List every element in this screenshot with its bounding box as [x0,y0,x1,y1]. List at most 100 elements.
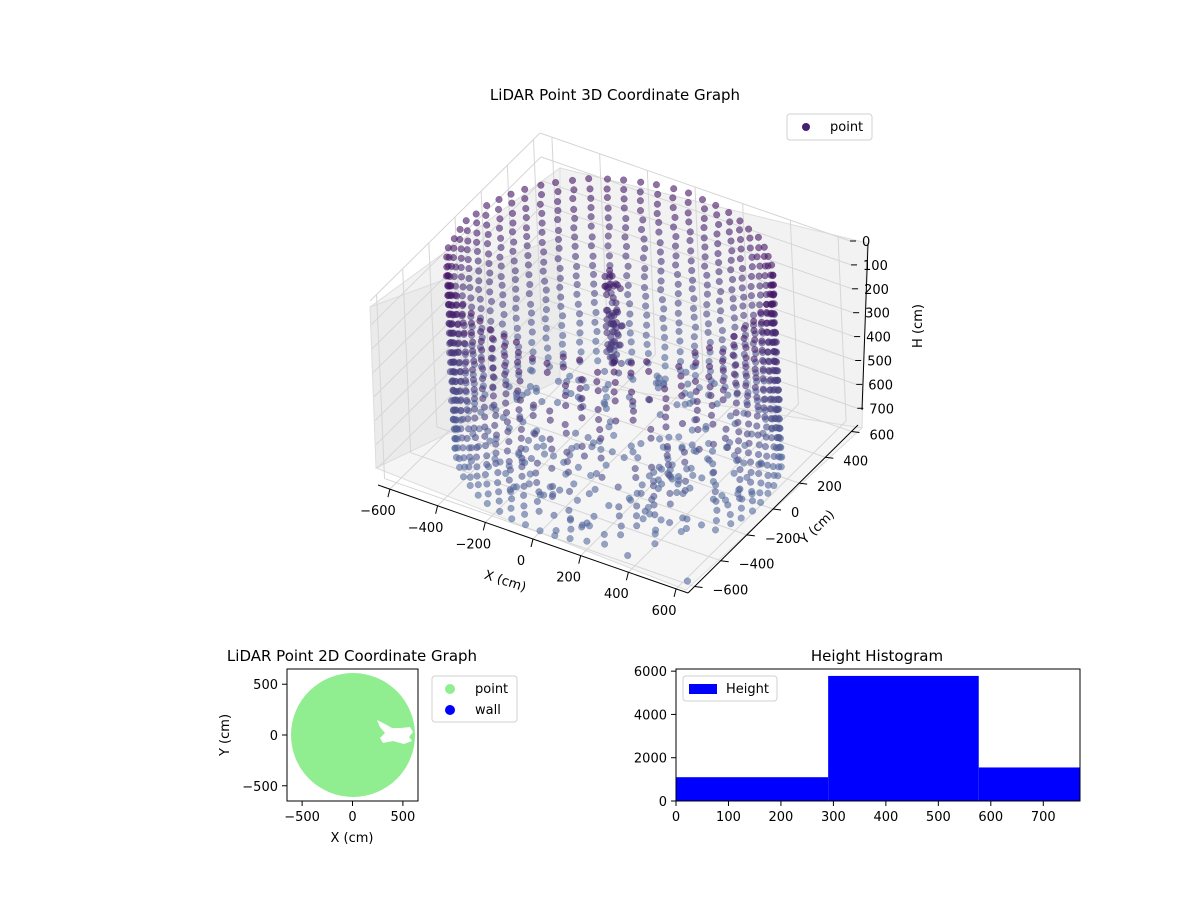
data-point [628,388,636,396]
data-point [499,300,507,308]
data-point [689,471,697,479]
data-point [608,448,616,456]
data-point [603,348,611,356]
data-point [617,522,625,530]
z-tick-label: 100 [863,259,888,274]
data-point [484,250,493,258]
data-point [736,494,744,502]
data-point [727,266,735,274]
data-point [481,471,489,479]
grid-line [545,252,856,361]
data-point [484,230,492,239]
data-point [728,275,737,284]
data-point [460,454,468,462]
data-point [746,244,754,252]
data-point [681,477,690,485]
data-point [509,247,517,255]
data-point [760,243,768,251]
data-point [542,286,550,294]
data-point [690,333,698,341]
data-point [755,441,763,449]
data-point [558,340,566,348]
data-point [518,454,526,462]
data-point [747,478,755,486]
data-point [573,496,581,504]
data-point [511,275,519,284]
data-point [748,263,756,271]
data-point [633,522,641,530]
data-point [707,392,715,400]
data-point [715,277,723,286]
data-point [527,366,535,374]
data-point [624,291,632,299]
data-point [476,317,484,325]
data-point [516,396,524,404]
data-point [542,334,550,342]
data-point [610,431,618,439]
data-point [660,333,669,341]
data-point [471,414,479,422]
y-tick-label-hist: 0 [659,795,667,810]
data-point [623,272,631,280]
z-tick-label: 400 [866,331,891,346]
data-point [479,375,487,383]
data-point [680,448,688,456]
data-point [590,280,598,288]
data-point [604,380,612,389]
data-point [533,443,541,451]
data-point [549,482,557,490]
grid-line [547,299,858,409]
data-point [481,423,489,431]
data-point [585,175,593,183]
data-point [700,205,709,213]
data-point [580,452,588,460]
data-point [566,516,574,524]
data-point [582,383,590,392]
data-point [603,284,611,292]
data-point [620,176,628,184]
data-point [643,311,651,319]
x-tick-label-hist: 400 [873,810,898,825]
data-point [577,348,585,356]
data-point [587,204,595,212]
data-point [562,429,570,437]
data-point [688,285,696,293]
data-point [748,301,756,309]
data-point [754,233,762,241]
data-point [487,297,496,305]
data-point [499,414,507,422]
data-point [469,376,478,384]
data-point [525,290,533,298]
data-point [457,254,465,262]
data-point [483,499,491,508]
data-point [585,490,593,498]
data-point [730,370,738,378]
x-axis-label-3d: X (cm) [482,568,528,596]
y-tick-label-hist: 2000 [634,752,667,767]
data-point [517,434,525,442]
y-axis-label-2d: Y (cm) [218,714,233,757]
y-tick-mark [720,560,729,563]
data-point [497,243,505,252]
data-point [700,234,708,242]
data-point [693,406,701,414]
data-point [677,372,685,380]
grid-line [539,132,851,242]
data-point [638,481,646,489]
data-point [604,204,612,212]
data-point [573,280,581,289]
data-point [675,363,683,371]
data-point [483,452,491,460]
data-point [647,434,655,442]
data-point [533,478,541,487]
data-point [592,308,600,317]
data-point [527,309,536,317]
data-point [660,305,668,313]
data-point [719,357,727,365]
data-point [538,435,546,443]
data-point [568,444,576,452]
data-point [770,452,778,460]
data-point [464,415,472,423]
data-point [502,399,510,407]
data-point [627,359,635,367]
